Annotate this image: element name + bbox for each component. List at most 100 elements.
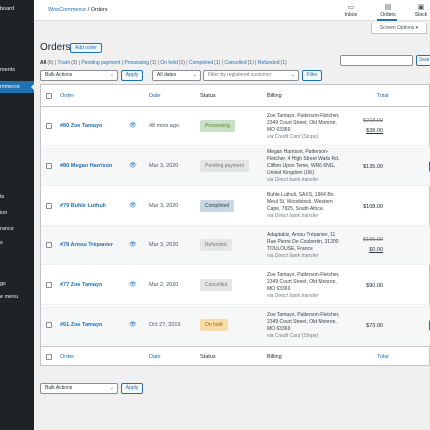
apply-button[interactable]: Apply: [121, 70, 143, 81]
billing-line: 2349 Court Street, Old Monroe,: [267, 318, 337, 325]
table-row[interactable]: #79 Buhle Luthuli 👁 Mar 3, 2020 Completed Bu…: [41, 187, 430, 226]
footer-column-order[interactable]: Order: [60, 354, 75, 360]
page-title: Orders: [40, 42, 71, 53]
order-link[interactable]: #77 Zoe Tamayo: [60, 282, 103, 289]
breadcrumb: WooCommerce / Orders: [48, 7, 108, 13]
search-orders-button[interactable]: Sear: [416, 55, 430, 66]
view-all[interactable]: All: [40, 60, 47, 66]
inbox-button[interactable]: ▭ Inbox: [342, 3, 360, 18]
sidebar-item[interactable]: e menu: [0, 294, 19, 300]
sidebar-item-woocommerce[interactable]: mmerce: [0, 81, 34, 93]
billing-line: 2349 Court Street, Old Monroe,: [267, 119, 337, 126]
footer-column-date[interactable]: Date: [149, 354, 161, 360]
sidebar-item[interactable]: ion: [0, 210, 8, 216]
view-on-hold[interactable]: On hold: [160, 60, 178, 66]
table-row[interactable]: #77 Zoe Tamayo 👁 Mar 2, 2020 Cancelled Zoe T…: [41, 266, 430, 306]
sidebar-item[interactable]: ts: [0, 194, 5, 200]
select-all-checkbox-footer[interactable]: [46, 354, 52, 360]
order-link[interactable]: #80 Megan Harrison: [60, 162, 113, 169]
table-header: Order Date Status Billing Total: [41, 85, 430, 107]
view-pending-payment[interactable]: Pending payment: [81, 60, 121, 66]
breadcrumb-woocommerce-link[interactable]: WooCommerce: [48, 7, 87, 13]
order-date: Mar 3, 2020: [149, 202, 179, 209]
preview-eye-icon[interactable]: 👁: [129, 162, 137, 169]
order-link[interactable]: #79 Buhle Luthuli: [60, 202, 106, 209]
footer-column-total[interactable]: Total: [377, 354, 389, 360]
view-refunded[interactable]: Refunded: [257, 60, 280, 66]
payment-method: via Direct bank transfer: [267, 213, 319, 220]
status-badge: Cancelled: [200, 279, 233, 292]
sidebar-item[interactable]: ments: [0, 67, 15, 73]
order-date: Mar 2, 2020: [149, 282, 179, 289]
sidebar-item[interactable]: board: [0, 6, 15, 12]
billing-line: MO 63369: [267, 325, 291, 332]
chevron-down-icon: ⌄: [109, 72, 114, 78]
column-total[interactable]: Total: [377, 93, 389, 99]
billing-line: Buhle Luthuli, SAXS, 1964 Bo: [267, 192, 334, 199]
orders-icon: ▤: [384, 4, 392, 11]
customer-filter-select[interactable]: Filter by registered customer ⌄: [203, 70, 299, 81]
breadcrumb-current: Orders: [90, 7, 108, 13]
filter-button[interactable]: Filter: [302, 70, 322, 81]
sidebar-item[interactable]: gs: [0, 281, 6, 287]
order-date: Mar 3, 2020: [149, 162, 179, 169]
view-trash[interactable]: Trash: [57, 60, 71, 66]
view-processing[interactable]: Processing: [124, 60, 150, 66]
orders-button[interactable]: ▤ Orders: [380, 4, 396, 18]
view-count: (3): [71, 60, 78, 66]
refunded-total: $38.00: [366, 128, 383, 134]
order-status-views: All(6) | Trash(3) | Pending payment | Pr…: [40, 60, 287, 66]
column-order[interactable]: Order: [60, 93, 75, 99]
preview-eye-icon[interactable]: 👁: [129, 322, 137, 328]
preview-eye-icon[interactable]: 👁: [129, 123, 137, 129]
preview-eye-icon[interactable]: 👁: [129, 202, 137, 209]
stock-button[interactable]: ▣ Stock: [412, 3, 430, 18]
row-checkbox[interactable]: [46, 123, 52, 129]
billing-line: Meul St, Woodstock, Western: [267, 199, 333, 206]
row-checkbox[interactable]: [46, 282, 52, 289]
billing-line: Zoe Tamayo, Patterson-Fletcher,: [267, 311, 340, 318]
apply-button-bottom[interactable]: Apply: [121, 383, 143, 394]
table-row[interactable]: #80 Zoe Tamayo 👁 48 mins ago Processing Zoe …: [41, 107, 430, 146]
status-badge: Processing: [200, 120, 235, 132]
bulk-actions-select-bottom[interactable]: Bulk Actions ⌄: [40, 383, 118, 394]
table-row[interactable]: #51 Zoe Tamayo 👁 Oct 27, 2019 On hold Zoe Ta…: [41, 306, 430, 345]
view-cancelled[interactable]: Cancelled: [224, 60, 247, 66]
order-total: $106.00 $0.00: [363, 235, 383, 255]
status-badge: On hold: [200, 319, 228, 331]
column-date[interactable]: Date: [149, 93, 161, 99]
view-count: (1): [247, 60, 254, 66]
dates-select[interactable]: All dates ⌄: [152, 70, 201, 81]
row-checkbox[interactable]: [46, 162, 52, 169]
footer-column-status: Status: [200, 354, 216, 360]
chevron-down-icon: ⌄: [109, 385, 114, 391]
screen-options-button[interactable]: Screen Options ▾: [371, 23, 427, 34]
bulk-actions-select[interactable]: Bulk Actions ⌄: [40, 70, 118, 81]
total-amount: $73.00: [366, 323, 383, 329]
table-row[interactable]: #78 Arnou Trépanier 👁 Mar 3, 2020 Refunded A…: [41, 226, 430, 266]
search-orders-input[interactable]: [340, 55, 413, 66]
row-checkbox[interactable]: [46, 322, 52, 328]
column-billing: Billing: [267, 93, 282, 99]
original-total: $106.00: [363, 237, 383, 244]
billing-line: MO 63369: [267, 126, 291, 133]
order-link[interactable]: #51 Zoe Tamayo: [60, 322, 103, 328]
row-checkbox[interactable]: [46, 242, 52, 249]
select-all-checkbox[interactable]: [46, 93, 52, 99]
chevron-down-icon: ⌄: [192, 72, 197, 78]
order-date: Oct 27, 2019: [149, 322, 181, 328]
row-checkbox[interactable]: [46, 202, 52, 209]
order-total: $73.00: [366, 321, 383, 331]
order-total: $90.00: [366, 281, 383, 291]
order-date: 48 mins ago: [149, 123, 179, 129]
preview-eye-icon[interactable]: 👁: [129, 242, 137, 249]
table-row[interactable]: #80 Megan Harrison 👁 Mar 3, 2020 Pending pa…: [41, 146, 430, 186]
order-link[interactable]: #78 Arnou Trépanier: [60, 242, 113, 249]
sidebar-item[interactable]: s: [0, 240, 3, 246]
billing-line: MO 63369: [267, 286, 291, 293]
sidebar-item[interactable]: rance: [0, 226, 14, 232]
preview-eye-icon[interactable]: 👁: [129, 282, 137, 289]
view-completed[interactable]: Completed: [188, 60, 214, 66]
order-link[interactable]: #80 Zoe Tamayo: [60, 123, 103, 129]
add-order-button[interactable]: Add order: [70, 43, 102, 53]
